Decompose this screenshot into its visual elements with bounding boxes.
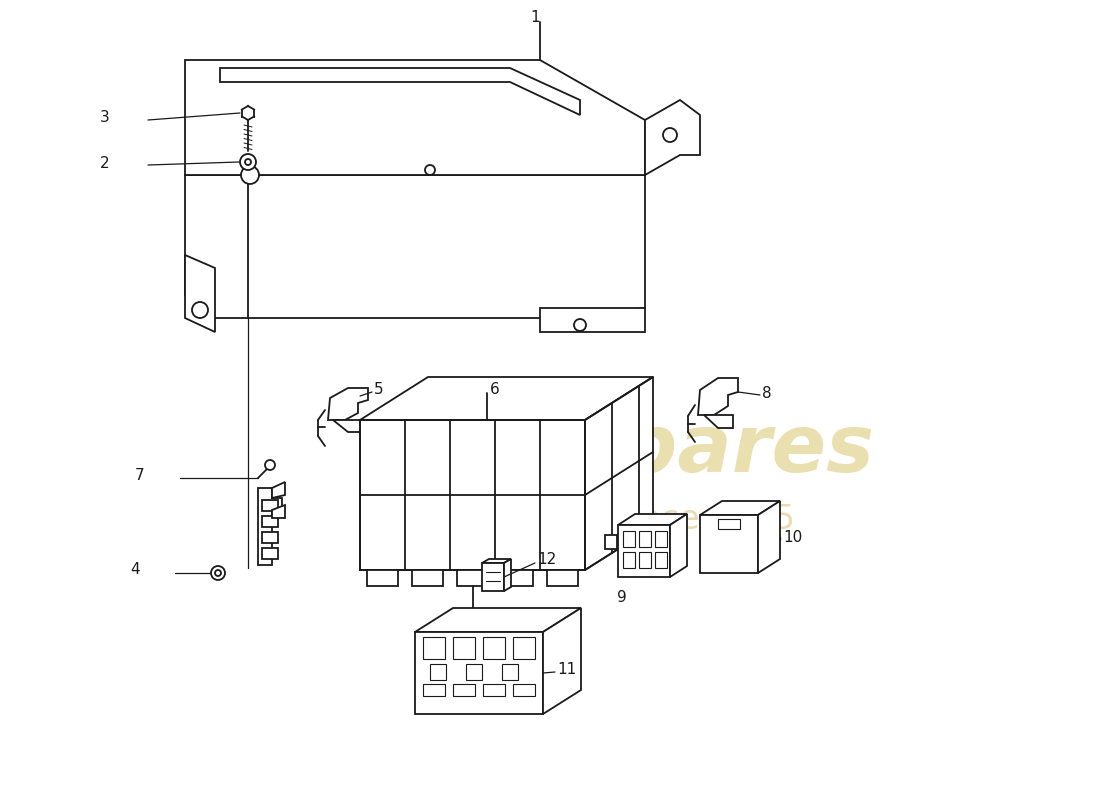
Polygon shape (670, 514, 688, 577)
Polygon shape (654, 531, 667, 547)
Polygon shape (502, 664, 518, 680)
Polygon shape (623, 531, 635, 547)
Polygon shape (543, 608, 581, 714)
Polygon shape (758, 501, 780, 573)
Polygon shape (482, 563, 504, 591)
Text: 11: 11 (557, 662, 576, 678)
Circle shape (663, 128, 676, 142)
Text: 10: 10 (783, 530, 802, 545)
Polygon shape (453, 684, 475, 696)
Polygon shape (272, 482, 285, 498)
Text: a passion since 1985: a passion since 1985 (444, 503, 795, 537)
Polygon shape (185, 175, 645, 318)
Polygon shape (700, 515, 758, 573)
Polygon shape (618, 514, 688, 525)
Text: 8: 8 (762, 386, 771, 401)
Text: 4: 4 (130, 562, 140, 578)
Polygon shape (415, 632, 543, 714)
Polygon shape (411, 570, 443, 586)
Polygon shape (618, 525, 670, 577)
Polygon shape (424, 637, 446, 659)
Polygon shape (698, 378, 738, 415)
Polygon shape (639, 531, 651, 547)
Polygon shape (360, 377, 653, 420)
Polygon shape (466, 664, 482, 680)
Polygon shape (639, 552, 651, 568)
Polygon shape (424, 684, 446, 696)
Text: 6: 6 (490, 382, 499, 398)
Polygon shape (360, 420, 585, 570)
Polygon shape (262, 516, 278, 527)
Polygon shape (547, 570, 579, 586)
Circle shape (211, 566, 226, 580)
Polygon shape (415, 608, 581, 632)
Polygon shape (185, 60, 645, 175)
Polygon shape (366, 570, 398, 586)
Circle shape (192, 302, 208, 318)
Text: 5: 5 (374, 382, 384, 398)
Polygon shape (504, 559, 512, 591)
Polygon shape (482, 559, 512, 563)
Polygon shape (623, 552, 635, 568)
Polygon shape (483, 637, 505, 659)
Text: 12: 12 (537, 553, 557, 567)
Polygon shape (258, 488, 282, 565)
Polygon shape (262, 532, 278, 543)
Polygon shape (700, 501, 780, 515)
Circle shape (265, 460, 275, 470)
Polygon shape (718, 519, 740, 529)
Text: 7: 7 (135, 467, 144, 482)
Polygon shape (645, 100, 700, 175)
Text: 9: 9 (617, 590, 627, 606)
Circle shape (574, 319, 586, 331)
Polygon shape (502, 570, 534, 586)
Text: eurospares: eurospares (365, 411, 874, 489)
Polygon shape (704, 415, 733, 428)
Polygon shape (333, 420, 363, 432)
Polygon shape (220, 68, 580, 115)
Polygon shape (605, 535, 617, 549)
Polygon shape (513, 684, 535, 696)
Polygon shape (654, 552, 667, 568)
Polygon shape (262, 500, 278, 511)
Circle shape (241, 166, 258, 184)
Polygon shape (585, 377, 653, 570)
Circle shape (245, 159, 251, 165)
Polygon shape (262, 548, 278, 559)
Text: 1: 1 (530, 10, 540, 26)
Polygon shape (456, 570, 488, 586)
Text: 2: 2 (100, 155, 110, 170)
Polygon shape (272, 505, 285, 518)
Polygon shape (328, 388, 369, 420)
Polygon shape (453, 637, 475, 659)
Polygon shape (483, 684, 505, 696)
Circle shape (240, 154, 256, 170)
Polygon shape (185, 255, 214, 332)
Polygon shape (513, 637, 535, 659)
Polygon shape (430, 664, 446, 680)
Polygon shape (540, 308, 645, 332)
Text: 3: 3 (100, 110, 110, 126)
Polygon shape (629, 535, 641, 549)
